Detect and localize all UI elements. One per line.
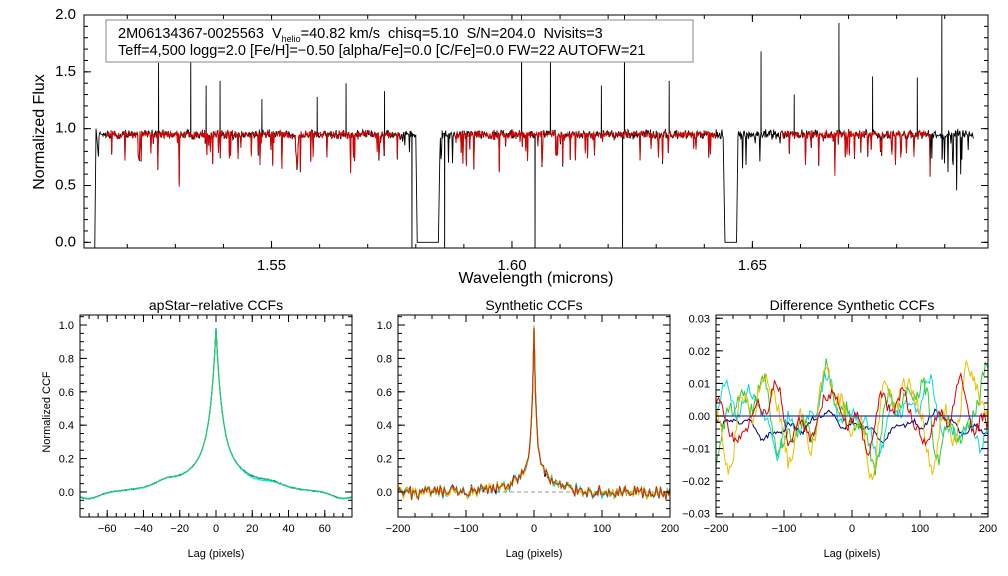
- spectrum-y-tick-label: 1.0: [55, 120, 76, 137]
- nvisits-value: Nvisits=3: [544, 26, 603, 42]
- difference-ccf-title: Difference Synthetic CCFs: [770, 297, 935, 313]
- chisq-value: chisq=5.10: [388, 26, 459, 42]
- difference-ccf-x-tick-label: −100: [772, 523, 797, 535]
- spectrum-lines: [94, 15, 974, 248]
- spectrum-ticks: 1.55 1.60 1.65 0.0 0.5 1.0 1.5 2.0: [55, 6, 988, 274]
- apstar-ccf-series-3: [80, 328, 352, 500]
- apstar-ccf-y-tick-label: 1.0: [59, 320, 74, 332]
- apstar-ccf-x-tick-label: 60: [319, 523, 331, 535]
- difference-ccf-y-tick-label: −0.01: [682, 444, 710, 456]
- synthetic-ccf-x-tick-label: −100: [454, 523, 479, 535]
- synthetic-ccf-y-tick-label: 0.4: [377, 420, 392, 432]
- vhelio-subscript: helio: [282, 34, 301, 44]
- difference-ccf-panel: Difference Synthetic CCFs −200 −100 0 100 20…: [682, 297, 997, 560]
- synthetic-ccf-title: Synthetic CCFs: [485, 297, 582, 313]
- synthetic-ccf-y-tick-label: 0.2: [377, 454, 392, 466]
- difference-ccf-y-tick-label: 0.00: [689, 411, 710, 423]
- difference-ccf-x-axis-title: Lag (pixels): [824, 548, 881, 560]
- info-line-2: Teff=4,500 logg=2.0 [Fe/H]=−0.50 [alpha/…: [118, 43, 645, 59]
- apstar-ccf-frame: [79, 314, 353, 518]
- difference-ccf-y-tick-label: 0.01: [689, 378, 710, 390]
- info-line-1: 2M06134367-0025563 Vhelio=40.82 km/s chisq…: [118, 26, 603, 44]
- difference-ccf-x-tick-label: 100: [911, 523, 929, 535]
- star-id: 2M06134367-0025563: [118, 26, 264, 42]
- vhelio-value: =40.82 km/s: [301, 26, 380, 42]
- synthetic-ccf-series-5: [398, 328, 670, 501]
- spectrum-y-tick-label: 1.5: [55, 63, 76, 80]
- apstar-ccf-x-tick-label: −40: [134, 523, 153, 535]
- apstar-ccf-y-tick-label: 0.4: [59, 420, 74, 432]
- spectrum-y-tick-label: 2.0: [55, 6, 76, 23]
- spectrum-plot-frame: [83, 14, 989, 249]
- synthetic-ccf-x-tick-label: 0: [531, 523, 537, 535]
- apstar-ccf-y-tick-label: 0.0: [59, 487, 74, 499]
- spectrum-x-tick-label: 1.55: [257, 257, 286, 274]
- synthetic-ccf-y-tick-label: 0.0: [377, 487, 392, 499]
- apstar-ccf-panel: apStar−relative CCFs −60 −40 −20 0 20 40 60 0.0…: [41, 297, 353, 560]
- difference-ccf-y-tick-label: 0.02: [689, 346, 710, 358]
- apstar-ccf-series-1: [80, 328, 352, 500]
- apstar-ccf-x-axis-title: Lag (pixels): [188, 548, 245, 560]
- model-spectrum-line: [781, 129, 931, 176]
- spectrum-x-tick-label: 1.60: [497, 257, 526, 274]
- apstar-ccf-y-tick-label: 0.6: [59, 387, 74, 399]
- difference-ccf-y-tick-label: −0.02: [682, 476, 710, 488]
- spectrum-x-tick-label: 1.65: [738, 257, 767, 274]
- difference-ccf-y-tick-label: 0.03: [689, 313, 710, 325]
- difference-ccf-x-tick-label: 200: [979, 523, 997, 535]
- apstar-ccf-lines: [80, 328, 352, 500]
- synthetic-ccf-y-tick-label: 0.8: [377, 353, 392, 365]
- apstar-ccf-x-tick-label: 0: [213, 523, 219, 535]
- apstar-ccf-x-tick-label: 20: [246, 523, 258, 535]
- difference-ccf-lines: [716, 358, 988, 480]
- synthetic-ccf-x-axis-title: Lag (pixels): [506, 548, 563, 560]
- difference-ccf-series-2: [716, 372, 988, 462]
- difference-ccf-series-5: [716, 371, 988, 457]
- synthetic-ccf-y-tick-label: 1.0: [377, 320, 392, 332]
- apstar-ccf-ticks: −60 −40 −20 0 20 40 60 0.0 0.2 0.4 0.6 0.8 1.0: [59, 315, 353, 535]
- info-box-frame: [105, 19, 694, 63]
- apstar-ccf-title: apStar−relative CCFs: [149, 297, 283, 313]
- difference-ccf-x-tick-label: 0: [849, 523, 855, 535]
- apstar-ccf-y-axis-title: Normalized CCF: [41, 371, 53, 453]
- synthetic-ccf-x-tick-label: 100: [593, 523, 611, 535]
- apstar-ccf-x-tick-label: 40: [282, 523, 294, 535]
- synthetic-ccf-lines: [398, 325, 670, 501]
- synthetic-ccf-y-tick-label: 0.6: [377, 387, 392, 399]
- difference-ccf-series-3: [716, 358, 988, 476]
- apstar-ccf-x-tick-label: −20: [170, 523, 189, 535]
- spectrum-y-tick-label: 0.5: [55, 176, 76, 193]
- difference-ccf-x-tick-label: −200: [704, 523, 729, 535]
- synthetic-ccf-panel: Synthetic CCFs −200 −100 0 100 200 0.0 0.2 0.4 0…: [377, 297, 679, 560]
- model-spectrum-line: [105, 129, 402, 187]
- synthetic-ccf-ticks: −200 −100 0 100 200 0.0 0.2 0.4 0.6 0.8 1.0: [377, 315, 679, 535]
- synthetic-ccf-x-tick-label: 200: [661, 523, 679, 535]
- apstar-ccf-y-tick-label: 0.8: [59, 353, 74, 365]
- spectrum-info-box: 2M06134367-0025563 Vhelio=40.82 km/s chisq…: [105, 19, 694, 63]
- spectrum-panel: 1.55 1.60 1.65 0.0 0.5 1.0 1.5 2.0 2M06134367-0…: [31, 6, 989, 287]
- difference-ccf-y-tick-label: −0.03: [682, 509, 710, 521]
- spectrum-x-axis-title: Wavelength (microns): [458, 270, 613, 287]
- synthetic-ccf-x-tick-label: −200: [386, 523, 411, 535]
- apstar-ccf-y-tick-label: 0.2: [59, 454, 74, 466]
- apstar-ccf-x-tick-label: −60: [98, 523, 117, 535]
- model-spectrum-line: [454, 129, 717, 173]
- difference-ccf-ticks: −200 −100 0 100 200 −0.03 −0.02 −0.01 0.00 0.01 0.…: [682, 313, 997, 535]
- apstar-ccf-series-2: [80, 328, 352, 500]
- spectrum-y-axis-title: Normalized Flux: [31, 74, 48, 190]
- vhelio-prefix: V: [272, 26, 282, 42]
- snr-value: S/N=204.0: [467, 26, 536, 42]
- spectrum-y-tick-label: 0.0: [55, 233, 76, 250]
